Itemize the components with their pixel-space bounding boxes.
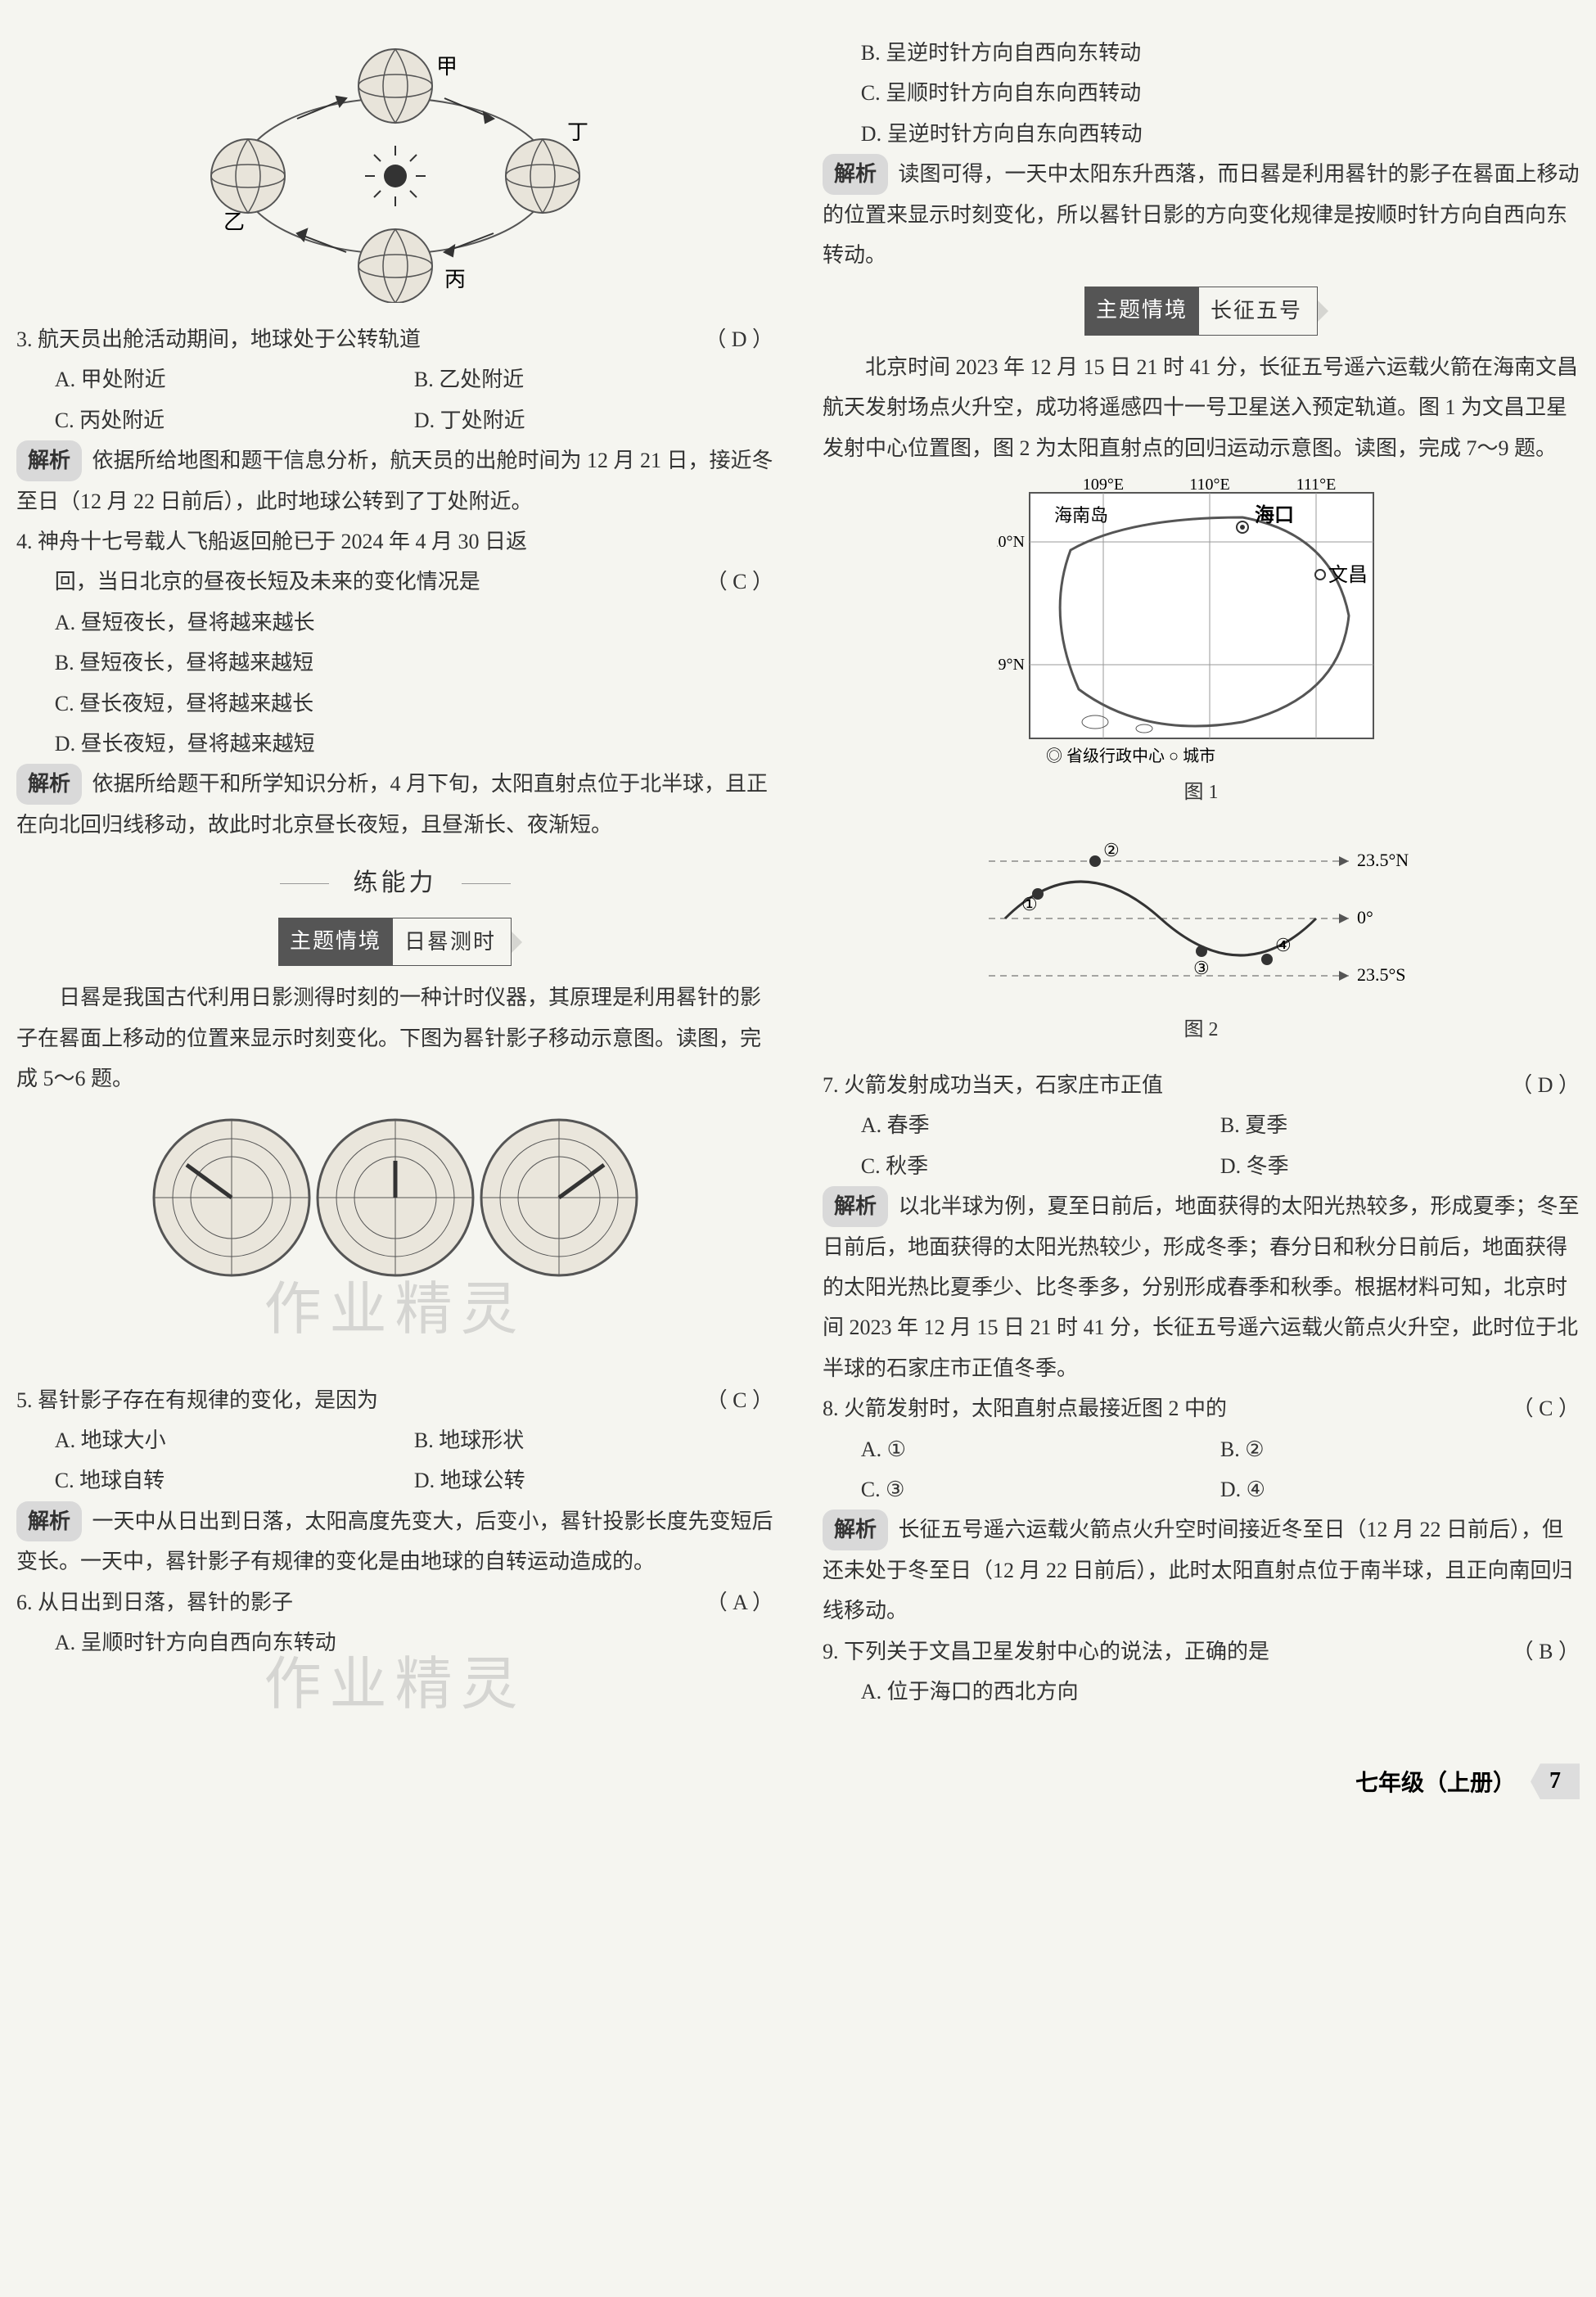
explain-label: 解析 [16,1501,82,1541]
svg-text:④: ④ [1275,935,1292,955]
orbit-diagram: 甲 乙 丁 丙 [16,41,773,303]
q8-opt-c: C. ③ [861,1469,1220,1510]
q8-opt-b: B. ② [1220,1429,1580,1469]
svg-text:111°E: 111°E [1296,476,1336,494]
explain-label: 解析 [823,1510,888,1550]
orbit-label-right: 丁 [567,120,588,144]
orbit-label-left: 乙 [223,210,245,234]
theme-box: 主题情境 长征五号 [823,287,1580,335]
q4-opt-c: C. 昼长夜短，昼将越来越长 [55,684,773,724]
q3-opt-b: B. 乙处附近 [414,359,773,399]
explain-label: 解析 [16,440,82,481]
q5-answer: （ C ） [706,1380,773,1420]
q3-stem: 3. 航天员出舱活动期间，地球处于公转轨道 [16,319,421,359]
q4-explain: 依据所给题干和所学知识分析，4 月下旬，太阳直射点位于北半球，且正在向北回归线移… [16,772,768,836]
q3-opt-a: A. 甲处附近 [55,359,414,399]
svg-text:②: ② [1103,840,1120,860]
q9-stem: 9. 下列关于文昌卫星发射中心的说法，正确的是 [823,1631,1269,1672]
q6-opt-d: D. 呈逆时针方向自东向西转动 [861,114,1580,154]
q4-answer: （ C ） [706,562,773,602]
svg-text:19°N: 19°N [997,656,1025,674]
explain-label: 解析 [16,764,82,804]
q4-stem1: 4. 神舟十七号载人飞船返回舱已于 2024 年 4 月 30 日返 [16,521,773,562]
cz5-passage: 北京时间 2023 年 12 月 15 日 21 时 41 分，长征五号遥六运载… [823,347,1580,468]
svg-text:0°: 0° [1357,907,1373,927]
q6-answer: （ A ） [706,1582,773,1622]
q7-answer: （ D ） [1511,1065,1580,1105]
q5-opt-c: C. 地球自转 [55,1460,414,1500]
q5-opt-a: A. 地球大小 [55,1420,414,1460]
q8-opt-a: A. ① [861,1429,1220,1469]
q5-stem: 5. 晷针影子存在有规律的变化，是因为 [16,1380,378,1420]
q3-opt-d: D. 丁处附近 [414,400,773,440]
section-title: 练能力 [16,860,773,906]
q3-explain: 依据所给地图和题干信息分析，航天员的出舱时间为 12 月 21 日，接近冬至日（… [16,449,773,512]
svg-text:23.5°N: 23.5°N [1357,850,1409,870]
hainan-map: 109°E 110°E 111°E 20°N 19°N 海南岛 海口 [823,476,1580,812]
page-number: 7 [1531,1763,1580,1799]
q4-opt-d: D. 昼长夜短，昼将越来越短 [55,724,773,764]
q9-answer: （ B ） [1513,1631,1580,1672]
q8-answer: （ C ） [1513,1388,1580,1428]
svg-text:109°E: 109°E [1082,476,1123,494]
q7-explain: 以北半球为例，夏至日前后，地面获得的太阳光热较多，形成夏季；冬至日前后，地面获得… [823,1194,1580,1380]
fig1-caption: 图 1 [823,774,1580,812]
q8-stem: 8. 火箭发射时，太阳直射点最接近图 2 中的 [823,1388,1227,1428]
svg-text:海南岛: 海南岛 [1054,505,1108,526]
q5-opt-d: D. 地球公转 [414,1460,773,1500]
theme-box: 主题情境 日晷测时 [16,918,773,966]
orbit-label-bot: 丙 [444,268,466,291]
theme-label: 主题情境 [1084,287,1199,335]
q5-opt-b: B. 地球形状 [414,1420,773,1460]
subsolar-curve: ① ② ③ ④ 23.5°N 0° 23.5°S 图 2 [823,828,1580,1049]
q7-opt-d: D. 冬季 [1220,1146,1580,1186]
svg-text:①: ① [1021,894,1038,914]
q6-explain: 读图可得，一天中太阳东升西落，而日晷是利用晷针的影子在晷面上移动的位置来显示时刻… [823,162,1580,267]
q6-stem: 6. 从日出到日落，晷针的影子 [16,1582,293,1622]
q7-opt-a: A. 春季 [861,1105,1220,1145]
explain-label: 解析 [823,154,888,194]
q3-opt-c: C. 丙处附近 [55,400,414,440]
svg-text:海口: 海口 [1255,503,1294,526]
q7-stem: 7. 火箭发射成功当天，石家庄市正值 [823,1065,1163,1105]
q3-answer: （ D ） [705,319,773,359]
theme-label: 主题情境 [278,918,393,966]
q4-opt-a: A. 昼短夜长，昼将越来越长 [55,602,773,643]
q8-explain: 长征五号遥六运载火箭点火升空时间接近冬至日（12 月 22 日前后），但还未处于… [823,1518,1573,1622]
q4-stem2: 回，当日北京的昼夜长短及未来的变化情况是 [55,562,480,602]
sundial-diagram: 作业精灵 [16,1108,773,1364]
footer-grade: 七年级（上册） [1355,1765,1516,1798]
q9-opt-a: A. 位于海口的西北方向 [861,1672,1580,1712]
q4-opt-b: B. 昼短夜长，昼将越来越短 [55,643,773,683]
orbit-label-top: 甲 [436,55,458,79]
q6-opt-a: A. 呈顺时针方向自西向东转动 [55,1622,773,1663]
q8-opt-d: D. ④ [1220,1469,1580,1510]
q6-opt-b: B. 呈逆时针方向自西向东转动 [861,33,1580,73]
svg-text:23.5°S: 23.5°S [1357,964,1406,985]
svg-text:③: ③ [1193,958,1210,978]
svg-text:20°N: 20°N [997,533,1025,551]
fig2-caption: 图 2 [823,1012,1580,1049]
q7-opt-b: B. 夏季 [1220,1105,1580,1145]
q7-opt-c: C. 秋季 [861,1146,1220,1186]
theme-text: 长征五号 [1199,287,1318,335]
svg-text:文昌: 文昌 [1328,564,1368,586]
q6-opt-c: C. 呈顺时针方向自东向西转动 [861,73,1580,113]
sundial-passage: 日晷是我国古代利用日影测得时刻的一种计时仪器，其原理是利用晷针的影子在晷面上移动… [16,977,773,1099]
theme-text: 日晷测时 [393,918,512,966]
q5-explain: 一天中从日出到日落，太阳高度先变大，后变小，晷针投影长度先变短后变长。一天中，晷… [16,1510,773,1573]
svg-text:◎ 省级行政中心 ○ 城市: ◎ 省级行政中心 ○ 城市 [1046,747,1215,765]
svg-text:110°E: 110°E [1189,476,1229,494]
explain-label: 解析 [823,1186,888,1226]
